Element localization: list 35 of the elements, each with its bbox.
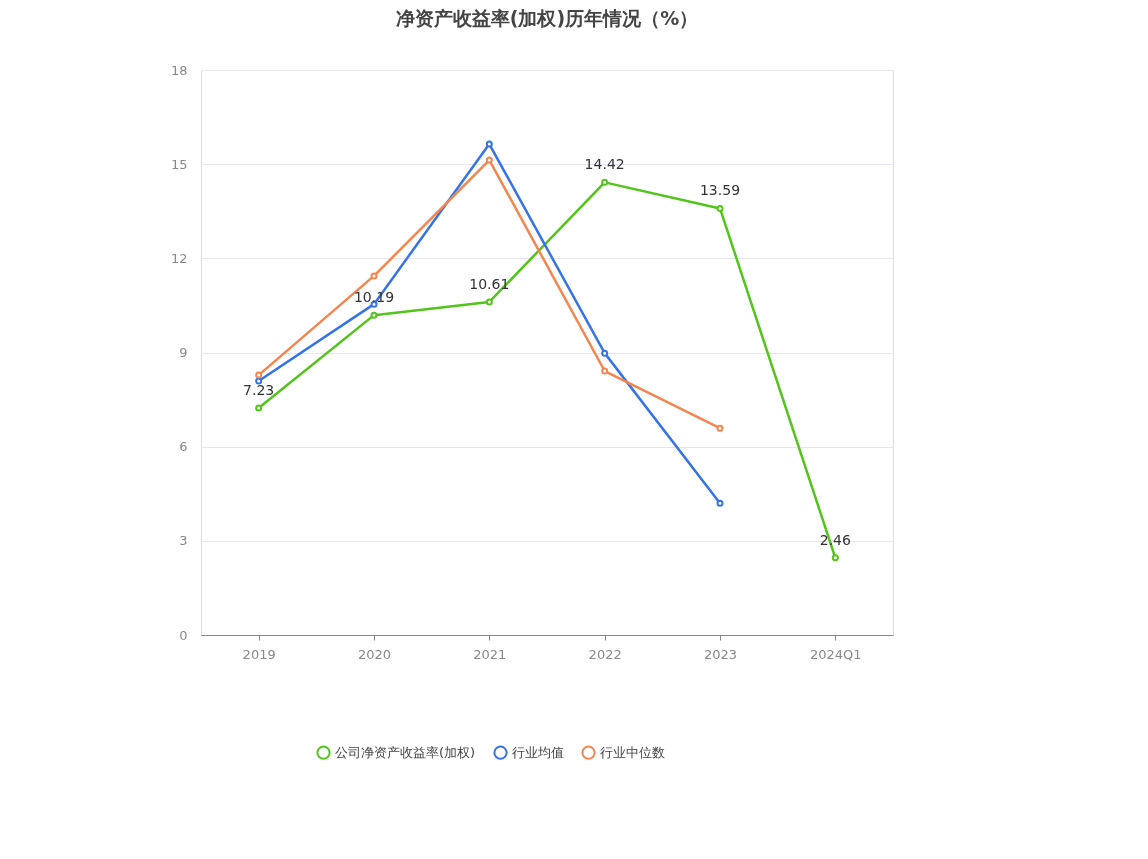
point — [485, 298, 493, 306]
x-tick-label: 2023 — [703, 646, 738, 662]
legend-label: 公司净资产收益率(加权) — [335, 744, 476, 760]
point — [831, 554, 839, 562]
legend-label: 行业中位数 — [600, 744, 665, 760]
x-tick-label: 2020 — [357, 646, 392, 662]
data-label: 13.59 — [699, 182, 741, 199]
point — [485, 156, 493, 164]
point — [601, 349, 609, 357]
point — [716, 424, 724, 432]
point — [255, 371, 263, 379]
point — [255, 404, 263, 412]
point — [601, 178, 609, 186]
y-tick-label: 18 — [170, 62, 188, 78]
x-tick-label: 2021 — [473, 646, 507, 662]
point — [370, 272, 378, 280]
x-tick-label: 2019 — [242, 646, 276, 662]
point — [716, 204, 724, 212]
y-tick-label: 3 — [179, 533, 188, 549]
point — [255, 377, 263, 385]
y-tick-label: 12 — [170, 250, 188, 266]
y-tick-label: 9 — [179, 345, 188, 360]
point — [485, 140, 493, 148]
legend-label: 行业均值 — [512, 744, 564, 760]
chart-title: 净资产收益率(加权)历年情况（%） — [395, 7, 699, 29]
y-tick-label: 0 — [179, 627, 188, 643]
x-tick-label: 2024Q1 — [810, 646, 862, 662]
data-label: 7.23 — [243, 382, 275, 399]
y-tick-label: 6 — [179, 439, 188, 455]
x-tick-label: 2022 — [588, 646, 622, 662]
data-label: 14.42 — [584, 156, 625, 173]
point — [716, 499, 724, 507]
point — [370, 311, 378, 319]
y-tick-label: 15 — [170, 156, 188, 172]
point — [601, 367, 609, 375]
